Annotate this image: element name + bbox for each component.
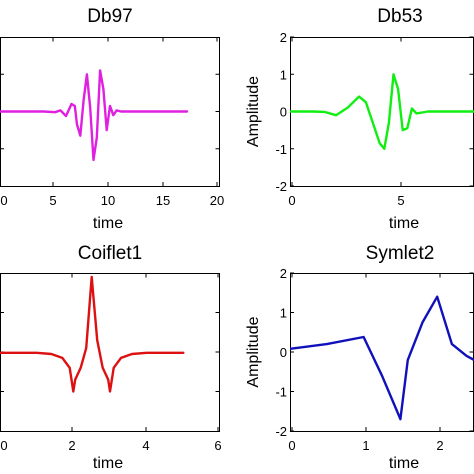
chart-panel-2: Db53 time Amplitude 0 5 -2 -1 0 1 2 bbox=[245, 6, 474, 232]
x-tick-label: 0 bbox=[288, 438, 295, 453]
y-axis-label: Amplitude bbox=[245, 316, 262, 387]
chart-title: Coiflet1 bbox=[78, 243, 142, 264]
x-tick-label: 20 bbox=[210, 193, 224, 208]
chart-title: Db53 bbox=[377, 6, 422, 27]
y-tick-label: 1 bbox=[280, 306, 287, 321]
y-tick-label: -2 bbox=[275, 179, 287, 194]
x-tick-label: 0 bbox=[0, 193, 7, 208]
x-tick-label: 5 bbox=[397, 193, 404, 208]
chart-panel-3: Coiflet1 time 0 2 4 6 bbox=[0, 243, 222, 472]
y-tick-label: 0 bbox=[280, 105, 287, 120]
x-tick-label: 6 bbox=[214, 438, 221, 453]
y-tick-label: -1 bbox=[275, 385, 287, 400]
x-tick-label: 15 bbox=[156, 193, 170, 208]
y-tick-label: -2 bbox=[275, 424, 287, 439]
series-line bbox=[0, 275, 185, 393]
x-tick-label: 2 bbox=[436, 438, 443, 453]
chart-title: Db97 bbox=[87, 6, 132, 27]
x-axis-label: time bbox=[93, 215, 123, 232]
x-tick-label: 0 bbox=[0, 438, 7, 453]
series-line bbox=[0, 69, 189, 162]
y-tick-label: 1 bbox=[280, 67, 287, 82]
x-axis-label: time bbox=[93, 455, 123, 472]
chart-panel-1: Db97 time 0 5 10 15 20 bbox=[0, 6, 224, 232]
axes-frame bbox=[290, 273, 474, 432]
series-line bbox=[290, 73, 474, 151]
x-tick-label: 5 bbox=[49, 193, 56, 208]
x-tick-label: 2 bbox=[68, 438, 75, 453]
y-tick-label: 2 bbox=[280, 30, 287, 45]
series-line bbox=[290, 295, 474, 421]
chart-panel-4: Symlet2 time Amplitude 0 1 2 -2 -1 0 1 2 bbox=[245, 243, 474, 472]
y-axis-label: Amplitude bbox=[245, 76, 262, 147]
y-tick-label: -1 bbox=[275, 142, 287, 157]
y-tick-label: 2 bbox=[280, 266, 287, 281]
chart-title: Symlet2 bbox=[366, 243, 435, 264]
x-tick-label: 4 bbox=[142, 438, 149, 453]
x-tick-label: 10 bbox=[101, 193, 115, 208]
y-tick-label: 0 bbox=[280, 345, 287, 360]
x-tick-label: 1 bbox=[362, 438, 369, 453]
x-axis-label: time bbox=[389, 455, 419, 472]
x-axis-label: time bbox=[389, 215, 419, 232]
x-tick-label: 0 bbox=[288, 193, 295, 208]
